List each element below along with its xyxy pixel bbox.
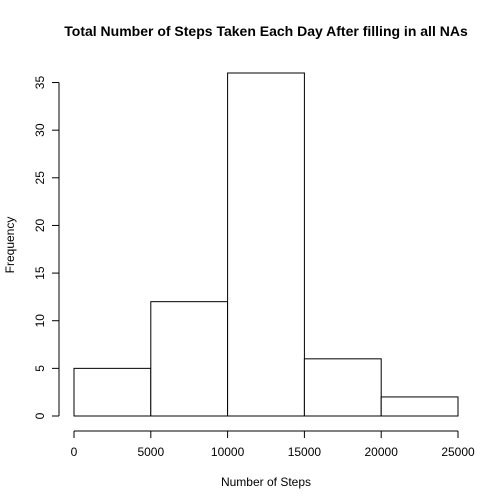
histogram-bar-2 xyxy=(227,72,305,417)
y-axis-label: Frequency xyxy=(3,217,17,274)
y-tick-label-6: 30 xyxy=(33,123,47,137)
y-tick-label-0: 0 xyxy=(33,412,47,419)
histogram-bar-3 xyxy=(303,358,382,417)
bars-group xyxy=(73,72,459,417)
x-tick-label-4: 20000 xyxy=(365,445,399,459)
x-axis-label: Number of Steps xyxy=(221,475,311,489)
y-tick-label-7: 35 xyxy=(33,76,47,90)
x-tick-label-1: 5000 xyxy=(137,445,164,459)
y-axis: 0 5 10 15 20 25 30 35 xyxy=(33,76,60,419)
y-tick-label-3: 15 xyxy=(33,266,47,280)
x-tick-label-3: 15000 xyxy=(288,445,322,459)
x-tick-label-0: 0 xyxy=(71,445,78,459)
y-tick-label-1: 5 xyxy=(33,365,47,372)
x-axis: 0 5000 10000 15000 20000 25000 xyxy=(71,430,475,459)
y-tick-label-5: 25 xyxy=(33,171,47,185)
histogram-bar-0 xyxy=(73,367,152,417)
histogram-bar-1 xyxy=(150,301,229,417)
y-tick-label-2: 10 xyxy=(33,314,47,328)
x-tick-label-5: 25000 xyxy=(441,445,475,459)
y-tick-label-4: 20 xyxy=(33,218,47,232)
chart-title: Total Number of Steps Taken Each Day Aft… xyxy=(64,23,468,39)
histogram-bar-4 xyxy=(380,396,459,417)
x-tick-label-2: 10000 xyxy=(211,445,245,459)
